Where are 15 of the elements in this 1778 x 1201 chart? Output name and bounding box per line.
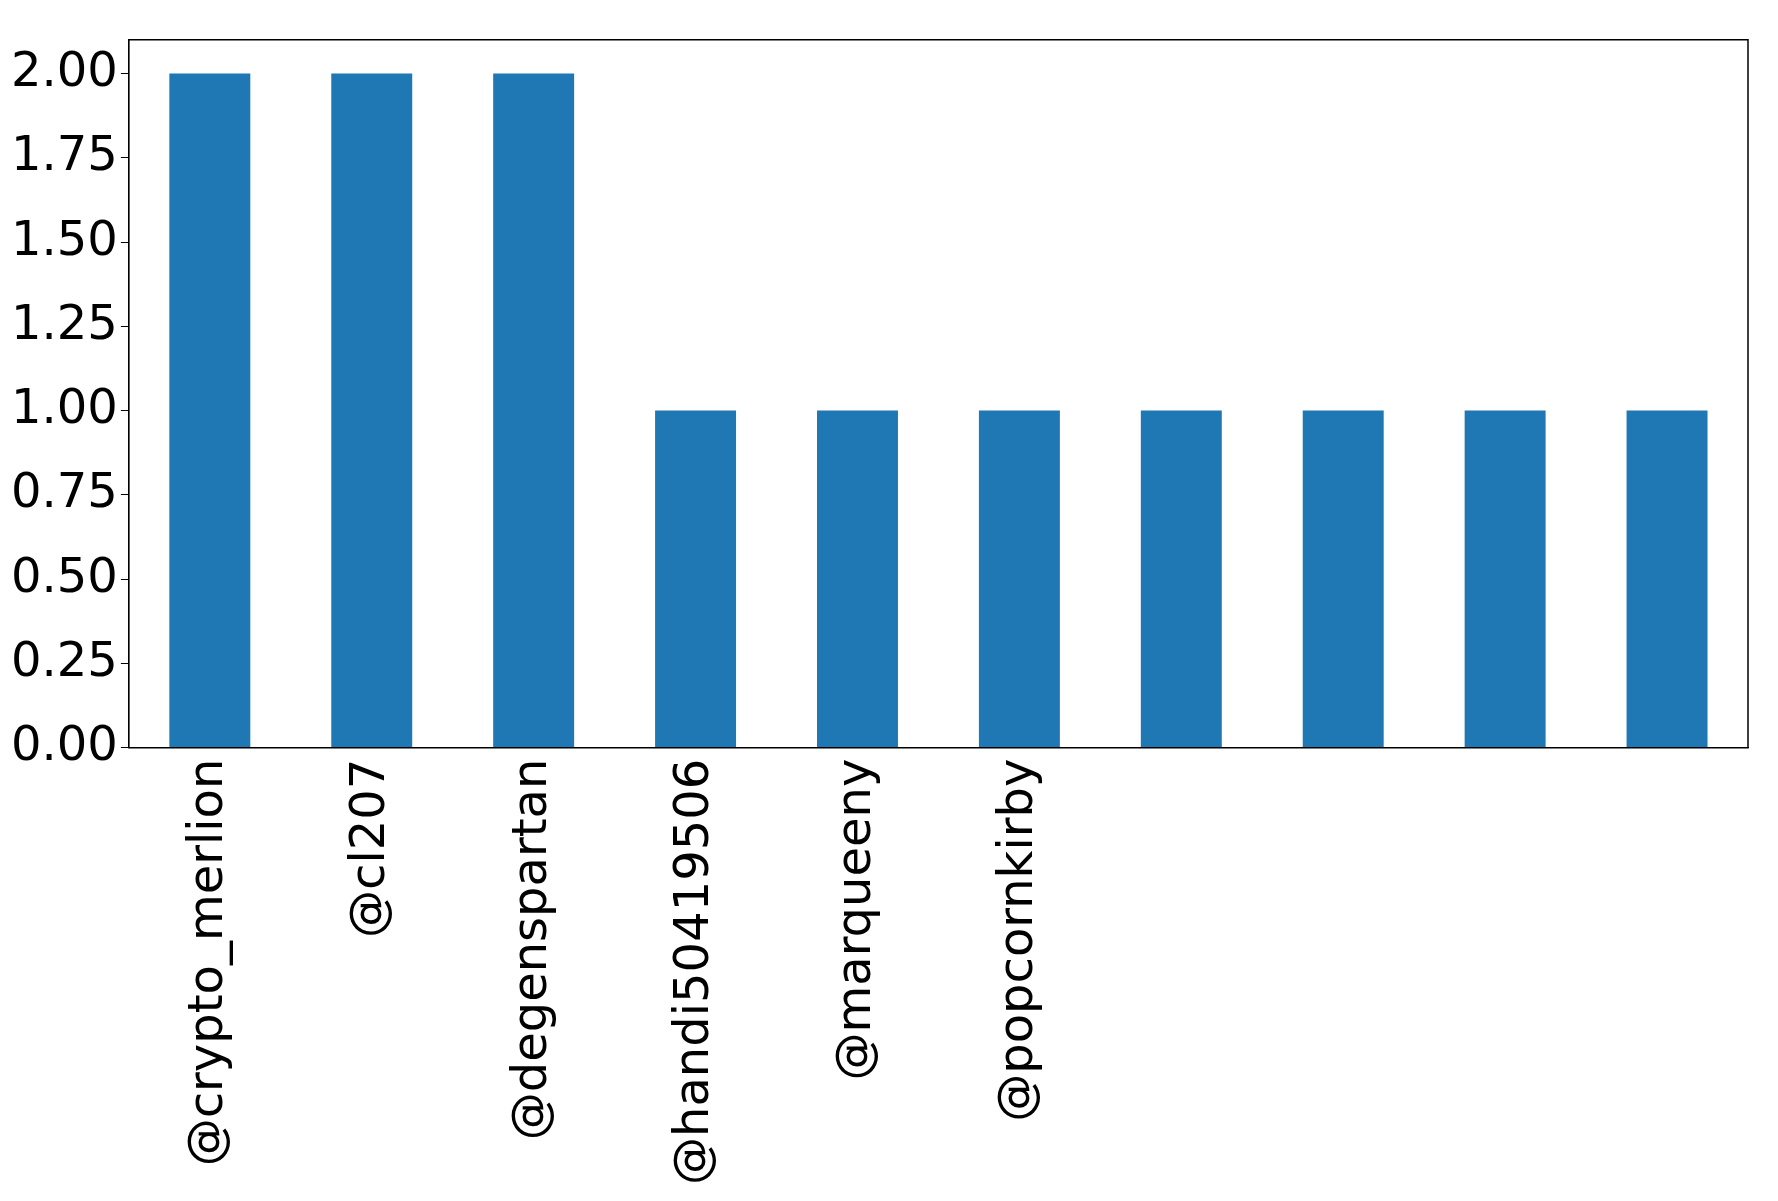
y-tick-label: 1.75	[11, 125, 118, 182]
y-tick-label: 0.75	[11, 462, 118, 519]
x-tick-label: @popcornkirby	[986, 758, 1043, 1122]
y-tick-label: 1.50	[11, 209, 118, 266]
x-tick-label: @crypto_merlion	[177, 758, 234, 1167]
y-tick-label: 0.00	[11, 715, 118, 772]
y-tick-label: 0.25	[11, 630, 118, 687]
x-tick-label: @marqueeny	[824, 758, 881, 1081]
x-tick-label: @handi50419506	[663, 758, 720, 1185]
x-tick-label: @degenspartan	[501, 758, 558, 1141]
x-tick-label: @cl207	[339, 758, 396, 938]
y-tick-label: 1.25	[11, 293, 118, 350]
y-tick-label: 0.50	[11, 546, 118, 603]
y-tick-label: 1.00	[11, 378, 118, 435]
y-tick-label: 2.00	[11, 40, 118, 97]
